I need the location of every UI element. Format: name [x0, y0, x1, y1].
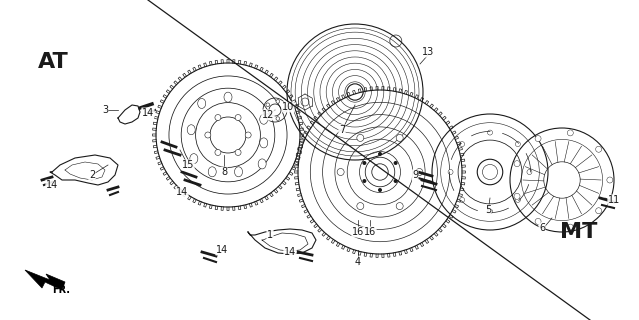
Circle shape	[362, 179, 366, 183]
Circle shape	[527, 170, 532, 174]
Ellipse shape	[187, 125, 195, 135]
Circle shape	[514, 193, 520, 199]
Text: 16: 16	[352, 227, 364, 237]
Ellipse shape	[235, 167, 243, 177]
Circle shape	[266, 114, 270, 117]
Text: 16: 16	[364, 227, 376, 237]
Text: AT: AT	[38, 52, 69, 72]
Circle shape	[205, 132, 211, 138]
Text: 8: 8	[221, 167, 227, 177]
Text: 1: 1	[267, 230, 273, 240]
Text: 11: 11	[608, 195, 620, 205]
Circle shape	[394, 161, 397, 165]
Circle shape	[235, 115, 241, 121]
Circle shape	[235, 149, 241, 156]
Circle shape	[535, 136, 541, 141]
Circle shape	[488, 209, 493, 214]
Text: MT: MT	[560, 222, 597, 242]
Text: 14: 14	[176, 187, 188, 197]
Circle shape	[378, 188, 382, 192]
Circle shape	[516, 197, 520, 202]
Text: 3: 3	[102, 105, 108, 115]
Circle shape	[378, 152, 382, 156]
Circle shape	[488, 130, 493, 135]
Text: 12: 12	[262, 110, 274, 120]
Circle shape	[357, 134, 364, 141]
Text: 15: 15	[182, 160, 194, 170]
Text: FR.: FR.	[52, 285, 70, 295]
Circle shape	[266, 103, 270, 107]
Circle shape	[607, 177, 613, 183]
Circle shape	[276, 100, 280, 103]
Text: 10: 10	[282, 102, 294, 112]
Circle shape	[567, 130, 573, 136]
Circle shape	[516, 142, 520, 147]
Circle shape	[357, 203, 364, 210]
Circle shape	[276, 117, 280, 120]
Ellipse shape	[224, 92, 232, 102]
Circle shape	[337, 169, 344, 175]
Circle shape	[567, 224, 573, 230]
Text: 14: 14	[284, 247, 296, 257]
Circle shape	[396, 134, 403, 141]
Text: 4: 4	[355, 257, 361, 267]
Ellipse shape	[259, 138, 268, 148]
Ellipse shape	[259, 114, 268, 124]
Ellipse shape	[190, 154, 198, 164]
Circle shape	[282, 108, 286, 112]
Circle shape	[596, 208, 602, 214]
Ellipse shape	[208, 167, 216, 177]
Circle shape	[245, 132, 251, 138]
Text: 13: 13	[422, 47, 434, 57]
Ellipse shape	[258, 159, 266, 169]
Text: 2: 2	[89, 170, 95, 180]
Text: 14: 14	[216, 245, 228, 255]
Text: 9: 9	[412, 170, 418, 180]
Circle shape	[596, 146, 602, 152]
Text: 6: 6	[539, 223, 545, 233]
Circle shape	[459, 142, 465, 147]
Circle shape	[416, 169, 423, 175]
Circle shape	[215, 115, 221, 121]
Circle shape	[448, 170, 453, 174]
Polygon shape	[25, 270, 65, 290]
Circle shape	[535, 219, 541, 224]
Circle shape	[362, 161, 366, 165]
Text: 7: 7	[339, 125, 345, 135]
Text: 14: 14	[46, 180, 58, 190]
Circle shape	[514, 161, 520, 167]
Circle shape	[396, 203, 403, 210]
Circle shape	[394, 179, 397, 183]
Ellipse shape	[197, 99, 206, 108]
Text: 5: 5	[485, 205, 491, 215]
Circle shape	[459, 197, 465, 202]
Circle shape	[215, 149, 221, 156]
Text: 14: 14	[142, 108, 154, 118]
